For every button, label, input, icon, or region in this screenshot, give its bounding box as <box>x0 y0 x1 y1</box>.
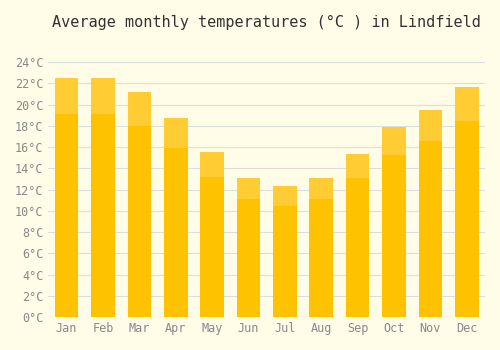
Bar <box>455 86 478 121</box>
Bar <box>273 187 296 206</box>
Bar <box>455 86 478 317</box>
Bar <box>54 78 78 317</box>
Bar <box>310 178 333 199</box>
Title: Average monthly temperatures (°C ) in Lindfield: Average monthly temperatures (°C ) in Li… <box>52 15 481 30</box>
Bar <box>382 127 406 155</box>
Bar <box>164 118 188 148</box>
Bar <box>236 178 260 317</box>
Bar <box>346 154 370 178</box>
Bar <box>54 78 78 114</box>
Bar <box>418 110 442 141</box>
Bar <box>346 154 370 317</box>
Bar <box>91 78 115 114</box>
Bar <box>236 178 260 199</box>
Bar <box>164 118 188 317</box>
Bar <box>91 78 115 317</box>
Bar <box>382 127 406 317</box>
Bar <box>273 187 296 317</box>
Bar <box>200 153 224 317</box>
Bar <box>418 110 442 317</box>
Bar <box>128 92 151 317</box>
Bar <box>128 92 151 126</box>
Bar <box>310 178 333 317</box>
Bar <box>200 153 224 177</box>
